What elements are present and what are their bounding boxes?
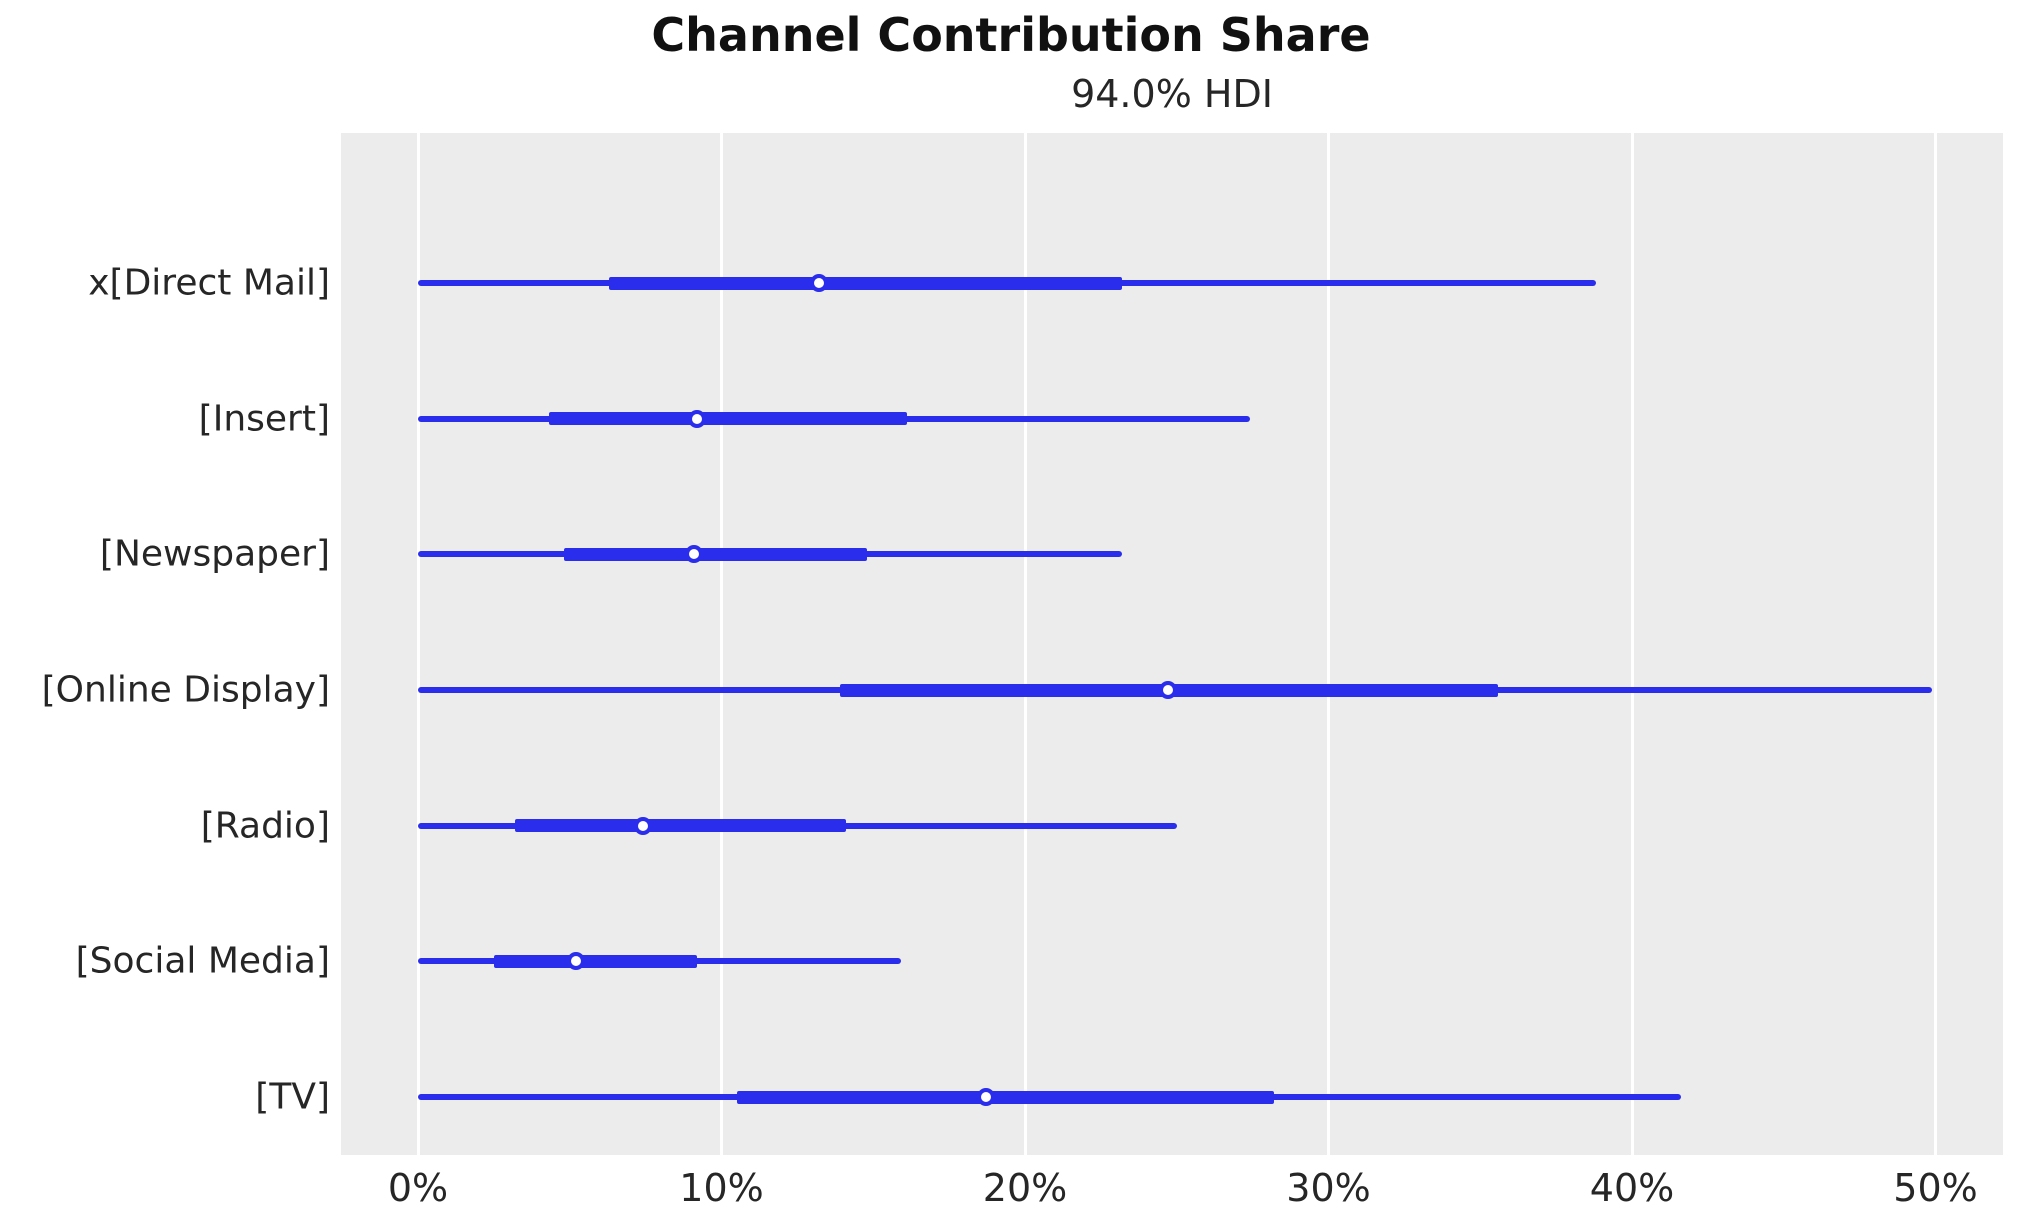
gridline-50% (1934, 133, 1937, 1155)
x-axis-tick-label: 30% (1286, 1166, 1371, 1210)
x-axis-tick-label: 10% (679, 1166, 764, 1210)
gridline-0% (416, 133, 420, 1155)
y-axis-label: [TV] (255, 1076, 330, 1118)
x-axis-tick-label: 40% (1589, 1166, 1675, 1210)
iqr-interval-line (609, 276, 1123, 290)
median-point-marker (809, 274, 828, 292)
plot-area (341, 133, 2003, 1155)
median-point-marker (685, 545, 704, 564)
y-axis-label: x[Direct Mail] (88, 262, 330, 304)
chart-title: Channel Contribution Share (651, 8, 1371, 62)
y-axis-label: [Newspaper] (99, 533, 330, 575)
gridline-30% (1327, 133, 1330, 1155)
iqr-interval-line (515, 819, 846, 833)
median-point-marker (1158, 681, 1177, 699)
iqr-interval-line (563, 547, 868, 561)
median-point-marker (633, 816, 652, 835)
iqr-interval-line (548, 412, 907, 426)
y-axis-label: [Radio] (200, 805, 330, 847)
median-point-marker (976, 1088, 995, 1107)
gridline-10% (720, 133, 723, 1155)
y-axis-label: [Online Display] (41, 669, 330, 711)
x-axis-tick-label: 0% (387, 1166, 449, 1210)
gridline-20% (1023, 133, 1027, 1155)
y-axis-label: [Social Media] (75, 940, 330, 982)
x-axis-tick-label: 20% (982, 1166, 1068, 1210)
chart-subtitle-hdi: 94.0% HDI (1071, 72, 1273, 116)
iqr-interval-line (736, 1090, 1274, 1104)
median-point-marker (566, 952, 585, 971)
x-axis-tick-label: 50% (1893, 1166, 1978, 1210)
y-axis-label: [Insert] (198, 398, 330, 440)
gridline-40% (1630, 133, 1634, 1155)
median-point-marker (688, 409, 707, 428)
iqr-interval-line (493, 954, 698, 968)
